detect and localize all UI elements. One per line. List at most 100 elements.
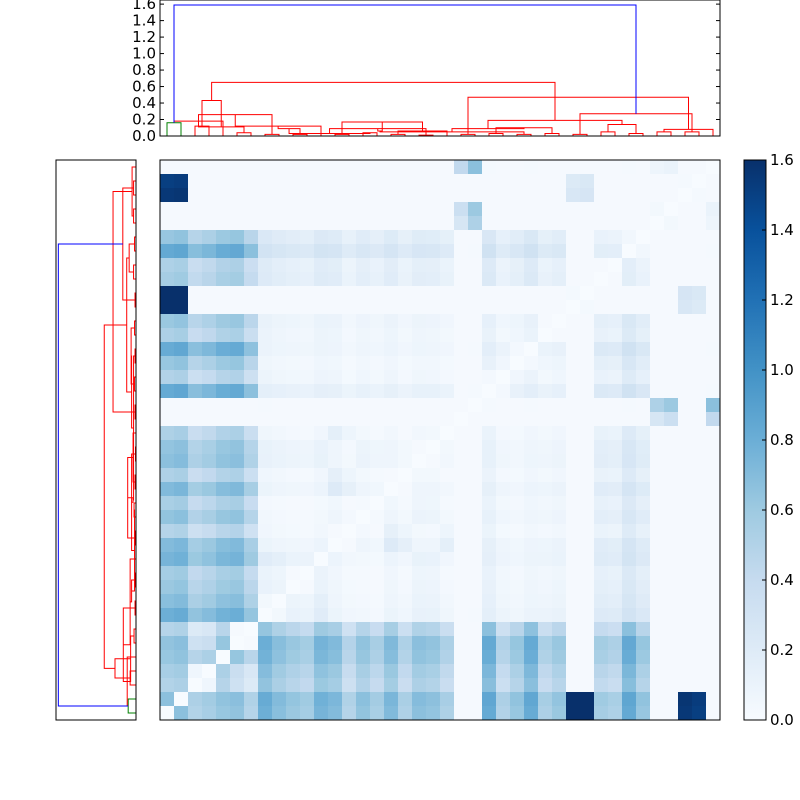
heatmap-cell — [636, 272, 651, 287]
heatmap-cell — [174, 244, 189, 259]
heatmap-cell — [580, 202, 595, 217]
heatmap-cell — [636, 258, 651, 273]
heatmap-cell — [188, 412, 203, 427]
heatmap-cell — [692, 454, 707, 469]
heatmap-cell — [300, 258, 315, 273]
heatmap-cell — [286, 622, 301, 637]
heatmap-cell — [258, 272, 273, 287]
heatmap-cell — [440, 398, 455, 413]
heatmap-cell — [370, 608, 385, 623]
heatmap-cell — [608, 622, 623, 637]
heatmap-cell — [216, 510, 231, 525]
heatmap-cell — [412, 342, 427, 357]
heatmap-cell — [552, 272, 567, 287]
heatmap-cell — [188, 286, 203, 301]
heatmap-cell — [510, 272, 525, 287]
heatmap-cell — [314, 552, 329, 567]
heatmap-cell — [384, 594, 399, 609]
heatmap-cell — [244, 468, 259, 483]
heatmap-cell — [608, 174, 623, 189]
heatmap-cell — [566, 552, 581, 567]
heatmap-cell — [594, 664, 609, 679]
heatmap-cell — [636, 426, 651, 441]
heatmap-cell — [524, 580, 539, 595]
heatmap-cell — [454, 706, 469, 721]
heatmap-cell — [496, 524, 511, 539]
heatmap-cell — [412, 188, 427, 203]
heatmap-cell — [636, 538, 651, 553]
heatmap-cell — [496, 426, 511, 441]
heatmap-cell — [664, 230, 679, 245]
heatmap-cell — [426, 328, 441, 343]
colorbar-tick-label: 1.6 — [770, 151, 794, 169]
heatmap-cell — [188, 608, 203, 623]
heatmap-cell — [440, 188, 455, 203]
left-dendrogram-link — [122, 187, 136, 301]
heatmap-cell — [426, 706, 441, 721]
heatmap-cell — [202, 370, 217, 385]
left-dendrogram-frame — [55, 159, 137, 721]
heatmap-cell — [594, 608, 609, 623]
heatmap-cell — [524, 650, 539, 665]
heatmap-cell — [650, 384, 665, 399]
heatmap-cell — [230, 580, 245, 595]
heatmap-cell — [160, 594, 175, 609]
heatmap-cell — [552, 622, 567, 637]
heatmap-cell — [706, 244, 721, 259]
heatmap-cell — [174, 188, 189, 203]
heatmap-cell — [692, 202, 707, 217]
heatmap-cell — [398, 566, 413, 581]
heatmap-cell — [426, 258, 441, 273]
left-dendrogram-link — [133, 264, 136, 280]
heatmap-cell — [384, 216, 399, 231]
heatmap-cell — [286, 594, 301, 609]
heatmap-cell — [258, 300, 273, 315]
heatmap-cell — [608, 510, 623, 525]
heatmap-cell — [552, 566, 567, 581]
top-dendrogram-link — [516, 133, 532, 136]
heatmap-cell — [314, 566, 329, 581]
heatmap-cell — [370, 244, 385, 259]
heatmap-cell — [454, 594, 469, 609]
heatmap-cell — [174, 412, 189, 427]
heatmap-cell — [608, 216, 623, 231]
heatmap-cell — [230, 202, 245, 217]
heatmap-cell — [468, 608, 483, 623]
heatmap-cell — [636, 692, 651, 707]
heatmap-cell — [440, 440, 455, 455]
heatmap-cell — [608, 314, 623, 329]
heatmap-cell — [258, 496, 273, 511]
heatmap-cell — [384, 272, 399, 287]
heatmap-cell — [580, 454, 595, 469]
heatmap-cell — [538, 482, 553, 497]
heatmap-cell — [412, 412, 427, 427]
heatmap-cell — [258, 188, 273, 203]
heatmap-cell — [482, 496, 497, 511]
heatmap-cell — [398, 272, 413, 287]
heatmap-cell — [594, 356, 609, 371]
heatmap-cell — [454, 188, 469, 203]
heatmap-cell — [160, 188, 175, 203]
heatmap-cell — [160, 258, 175, 273]
heatmap-cell — [188, 664, 203, 679]
heatmap-cell — [216, 566, 231, 581]
heatmap-cell — [300, 216, 315, 231]
heatmap-cell — [412, 398, 427, 413]
heatmap-cell — [454, 398, 469, 413]
heatmap-cell — [202, 454, 217, 469]
heatmap-cell — [160, 552, 175, 567]
heatmap-cell — [286, 244, 301, 259]
heatmap-cell — [468, 636, 483, 651]
heatmap-cell — [440, 594, 455, 609]
heatmap-cell — [608, 692, 623, 707]
heatmap-cell — [314, 510, 329, 525]
heatmap-cell — [216, 482, 231, 497]
heatmap-cell — [566, 440, 581, 455]
heatmap-cell — [398, 622, 413, 637]
heatmap-cell — [580, 468, 595, 483]
heatmap-cell — [580, 636, 595, 651]
heatmap-cell — [454, 692, 469, 707]
heatmap-cell — [650, 272, 665, 287]
heatmap-cell — [524, 314, 539, 329]
